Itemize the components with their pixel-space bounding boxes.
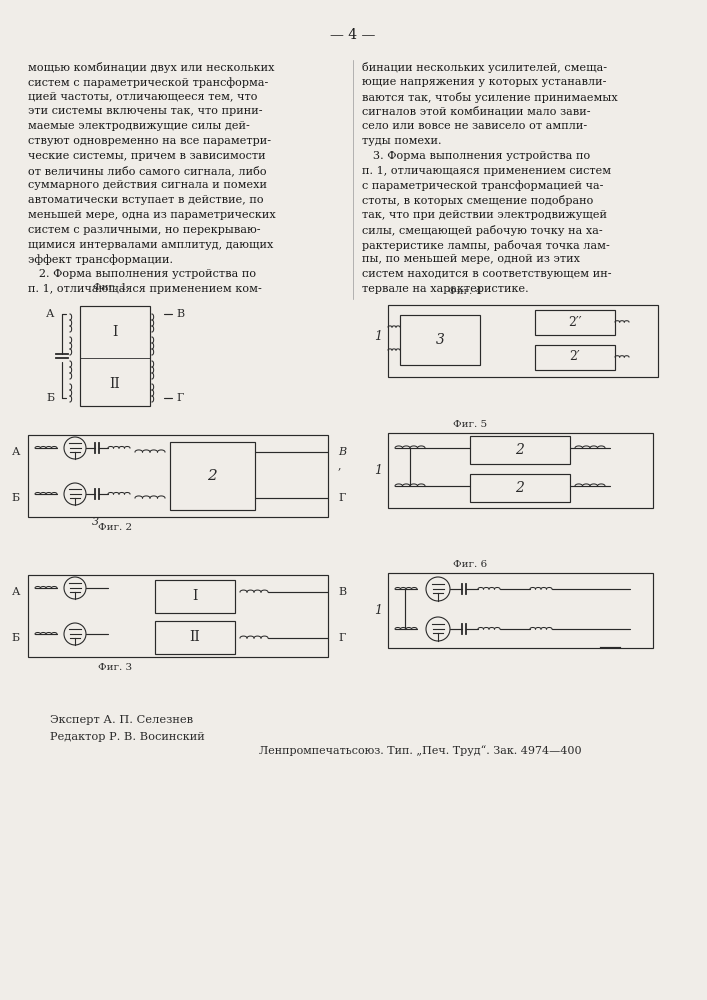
Text: ческие системы, причем в зависимости: ческие системы, причем в зависимости xyxy=(28,151,266,161)
Text: тервале на характеристике.: тервале на характеристике. xyxy=(362,284,529,294)
Text: Б: Б xyxy=(12,493,20,503)
Text: так, что при действии электродвижущей: так, что при действии электродвижущей xyxy=(362,210,607,220)
Text: 3: 3 xyxy=(91,517,98,527)
Bar xyxy=(400,315,480,365)
Text: В: В xyxy=(176,309,184,319)
Text: рактеристике лампы, рабочая точка лам-: рактеристике лампы, рабочая точка лам- xyxy=(362,240,609,251)
Text: ваются так, чтобы усиление принимаемых: ваются так, чтобы усиление принимаемых xyxy=(362,92,618,103)
Text: автоматически вступает в действие, по: автоматически вступает в действие, по xyxy=(28,195,264,205)
Bar xyxy=(28,575,328,657)
Text: 1: 1 xyxy=(374,330,382,344)
Text: Г: Г xyxy=(338,633,346,643)
Text: Эксперт А. П. Селезнев: Эксперт А. П. Селезнев xyxy=(50,715,193,725)
Bar xyxy=(170,442,255,510)
Bar xyxy=(388,305,658,377)
Text: 2. Форма выполнения устройства по: 2. Форма выполнения устройства по xyxy=(28,269,256,279)
Text: туды помехи.: туды помехи. xyxy=(362,136,441,146)
Bar xyxy=(388,573,653,648)
Text: 3. Форма выполнения устройства по: 3. Форма выполнения устройства по xyxy=(362,151,590,161)
Text: I: I xyxy=(112,325,117,339)
Text: 2: 2 xyxy=(515,481,525,495)
Bar xyxy=(28,435,328,517)
Text: маемые электродвижущие силы дей-: маемые электродвижущие силы дей- xyxy=(28,121,250,131)
Text: А: А xyxy=(11,587,20,597)
Text: — 4 —: — 4 — xyxy=(330,28,375,42)
Text: В: В xyxy=(338,447,346,457)
Text: эффект трансформации.: эффект трансформации. xyxy=(28,254,173,265)
Text: Ленпромпечатьсоюз. Тип. „Печ. Труд“. Зак. 4974—400: Ленпромпечатьсоюз. Тип. „Печ. Труд“. Зак… xyxy=(259,745,581,756)
Text: 2′: 2′ xyxy=(570,351,580,363)
Text: Фиг. 4: Фиг. 4 xyxy=(448,287,482,296)
Text: 2′′: 2′′ xyxy=(568,316,582,328)
Bar xyxy=(155,580,235,613)
Text: Редактор Р. В. Восинский: Редактор Р. В. Восинский xyxy=(50,732,205,742)
Text: II: II xyxy=(110,377,120,391)
Text: Фиг. 3: Фиг. 3 xyxy=(98,663,132,672)
Text: 2: 2 xyxy=(207,469,217,483)
Text: Б: Б xyxy=(12,633,20,643)
Text: эти системы включены так, что прини-: эти системы включены так, что прини- xyxy=(28,106,262,116)
Text: В: В xyxy=(338,587,346,597)
Text: А: А xyxy=(46,309,54,319)
Text: ющие напряжения у которых устанавли-: ющие напряжения у которых устанавли- xyxy=(362,77,607,87)
Text: I: I xyxy=(192,589,198,603)
Text: суммарного действия сигнала и помехи: суммарного действия сигнала и помехи xyxy=(28,180,267,190)
Text: щимися интервалами амплитуд, дающих: щимися интервалами амплитуд, дающих xyxy=(28,240,274,250)
Bar xyxy=(388,433,653,508)
Text: п. 1, отличающаяся применением систем: п. 1, отличающаяся применением систем xyxy=(362,166,611,176)
Text: А: А xyxy=(11,447,20,457)
Text: систем с различными, но перекрываю-: систем с различными, но перекрываю- xyxy=(28,225,260,235)
Text: Г: Г xyxy=(338,493,346,503)
Text: ,: , xyxy=(338,460,341,470)
Text: II: II xyxy=(189,630,200,644)
Text: Б: Б xyxy=(46,393,54,403)
Bar xyxy=(535,345,615,370)
Text: цией частоты, отличающееся тем, что: цией частоты, отличающееся тем, что xyxy=(28,92,257,102)
Text: силы, смещающей рабочую точку на ха-: силы, смещающей рабочую точку на ха- xyxy=(362,225,602,236)
Text: 2: 2 xyxy=(515,443,525,457)
Text: 1: 1 xyxy=(374,464,382,477)
Text: 3: 3 xyxy=(436,333,445,347)
Text: меньшей мере, одна из параметрических: меньшей мере, одна из параметрических xyxy=(28,210,276,220)
Text: Фиг. 6: Фиг. 6 xyxy=(453,560,487,569)
Text: Фиг. 2: Фиг. 2 xyxy=(98,523,132,532)
Text: ствуют одновременно на все параметри-: ствуют одновременно на все параметри- xyxy=(28,136,271,146)
Text: с параметрической трансформацией ча-: с параметрической трансформацией ча- xyxy=(362,180,603,191)
Text: стоты, в которых смещение подобрано: стоты, в которых смещение подобрано xyxy=(362,195,593,206)
Bar xyxy=(470,474,570,502)
Bar xyxy=(470,436,570,464)
Text: от величины либо самого сигнала, либо: от величины либо самого сигнала, либо xyxy=(28,166,267,176)
Text: Г: Г xyxy=(176,393,184,403)
Bar xyxy=(155,621,235,654)
Text: бинации нескольких усилителей, смеща-: бинации нескольких усилителей, смеща- xyxy=(362,62,607,73)
Text: сигналов этой комбинации мало зави-: сигналов этой комбинации мало зави- xyxy=(362,106,590,117)
Text: Фиг. 5: Фиг. 5 xyxy=(453,420,487,429)
Text: пы, по меньшей мере, одной из этих: пы, по меньшей мере, одной из этих xyxy=(362,254,580,264)
Text: систем с параметрической трансформа-: систем с параметрической трансформа- xyxy=(28,77,268,88)
Text: систем находится в соответствующем ин-: систем находится в соответствующем ин- xyxy=(362,269,612,279)
Bar xyxy=(535,310,615,335)
Bar xyxy=(80,306,150,406)
Text: п. 1, отличающаяся применением ком-: п. 1, отличающаяся применением ком- xyxy=(28,284,262,294)
Text: 1: 1 xyxy=(374,603,382,616)
Text: мощью комбинации двух или нескольких: мощью комбинации двух или нескольких xyxy=(28,62,274,73)
Text: село или вовсе не зависело от ампли-: село или вовсе не зависело от ампли- xyxy=(362,121,587,131)
Text: Фиг. 1: Фиг. 1 xyxy=(93,283,127,292)
